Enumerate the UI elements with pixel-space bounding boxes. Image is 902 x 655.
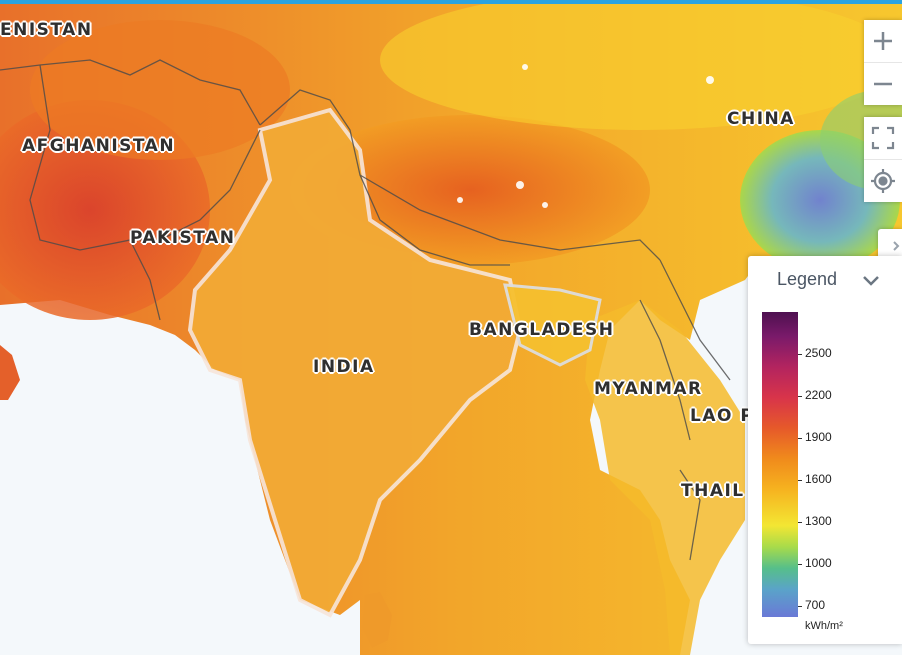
top-accent-bar (0, 0, 902, 4)
country-label-thailand: THAIL (681, 481, 745, 501)
country-label-india: INDIA (313, 357, 375, 377)
country-label-myanmar: MYANMAR (594, 379, 703, 399)
side-panel-toggle[interactable] (878, 229, 902, 261)
country-label-afghanistan: AFGHANISTAN (22, 136, 176, 156)
bangladesh-land (503, 283, 602, 367)
locate-button[interactable] (864, 159, 902, 202)
legend-color-scale (762, 312, 798, 617)
legend-value: 1600 (805, 472, 832, 486)
legend-value: 1000 (805, 556, 832, 570)
legend-panel: Legend 2500 2200 1900 1600 1300 1000 700… (748, 256, 902, 644)
zoom-out-button[interactable] (864, 62, 902, 105)
legend-value: 2200 (805, 388, 832, 402)
country-label-pakistan: PAKISTAN (130, 228, 236, 248)
legend-value: 2500 (805, 346, 832, 360)
legend-header[interactable]: Legend (748, 256, 902, 302)
country-label-china: CHINA (727, 109, 795, 129)
legend-unit: kWh/m² (805, 620, 843, 632)
zoom-controls (864, 20, 902, 105)
india-land (187, 107, 523, 618)
chevron-down-icon[interactable] (860, 269, 882, 291)
country-label-laos: LAO P (690, 406, 755, 426)
country-label-bangladesh: BANGLADESH (469, 320, 615, 340)
fullscreen-icon (871, 126, 895, 150)
map-tools (864, 117, 902, 202)
plus-icon (874, 32, 892, 50)
legend-value: 1900 (805, 430, 832, 444)
chevron-right-icon (893, 241, 900, 251)
legend-value: 700 (805, 598, 826, 612)
legend-title: Legend (777, 269, 838, 289)
southeast-asia-land (585, 300, 745, 655)
sri-lanka-land (362, 592, 392, 648)
zoom-in-button[interactable] (864, 20, 902, 62)
locate-icon (871, 169, 895, 193)
country-label-turkmenistan: ENISTAN (0, 20, 93, 40)
country-borders (0, 59, 731, 561)
legend-value: 1300 (805, 514, 832, 528)
fullscreen-button[interactable] (864, 117, 902, 159)
minus-icon (874, 82, 892, 86)
